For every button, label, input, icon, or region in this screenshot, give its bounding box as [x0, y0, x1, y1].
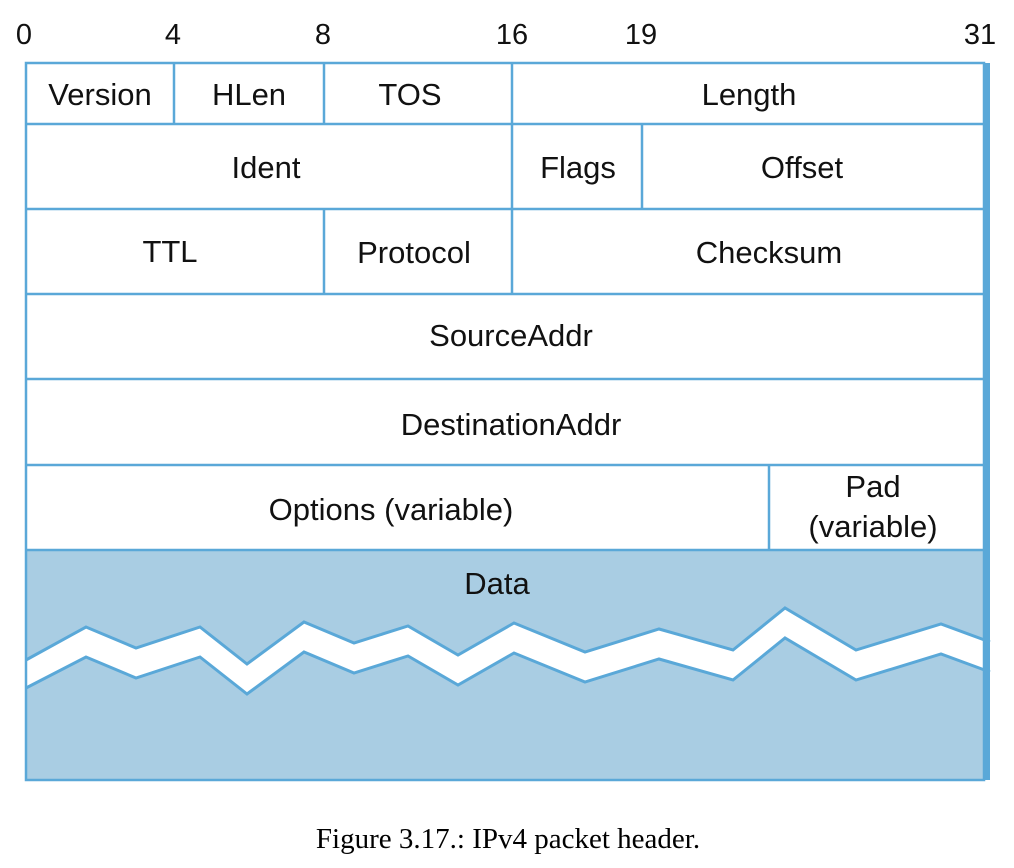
field-version: Version	[48, 77, 151, 112]
field-destination-addr: DestinationAddr	[401, 407, 622, 442]
field-ident: Ident	[232, 150, 301, 185]
figure-caption: Figure 3.17.: IPv4 packet header.	[316, 823, 700, 855]
bit-label-31: 31	[964, 19, 996, 51]
tear-edge-lower	[25, 636, 991, 696]
field-length: Length	[702, 77, 797, 112]
bit-label-0: 0	[16, 19, 32, 51]
field-checksum: Checksum	[696, 235, 842, 270]
field-pad-line1: Pad	[845, 469, 900, 504]
tear-edge-upper	[25, 606, 991, 666]
data-section	[25, 551, 991, 780]
field-tos: TOS	[378, 77, 441, 112]
field-ttl: TTL	[142, 234, 197, 269]
field-flags: Flags	[540, 150, 616, 185]
bit-label-4: 4	[165, 19, 181, 51]
field-protocol: Protocol	[357, 235, 471, 270]
field-options: Options (variable)	[269, 492, 514, 527]
bit-label-19: 19	[625, 19, 657, 51]
field-pad-line2: (variable)	[808, 509, 937, 544]
data-region-upper	[26, 551, 984, 664]
header-grid	[24, 61, 990, 782]
field-offset: Offset	[761, 150, 844, 185]
bit-label-8: 8	[315, 19, 331, 51]
field-source-addr: SourceAddr	[429, 318, 593, 353]
field-data: Data	[464, 566, 530, 601]
data-region-lower	[26, 638, 984, 780]
field-hlen: HLen	[212, 77, 286, 112]
bit-label-16: 16	[496, 19, 528, 51]
